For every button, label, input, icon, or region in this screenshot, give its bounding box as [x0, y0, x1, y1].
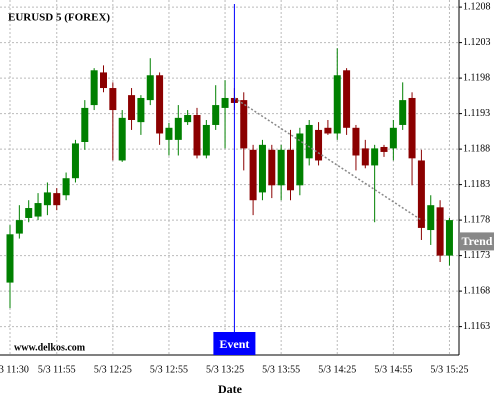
candle-body [137, 97, 145, 123]
candle-body [212, 105, 220, 125]
x-tick-label: 5/3 14:25 [318, 364, 356, 375]
event-label: Event [219, 337, 249, 351]
candle-body [352, 127, 360, 156]
candle-body [128, 95, 136, 120]
candle-body [399, 100, 407, 125]
candle-body [6, 234, 14, 283]
candle-body [417, 160, 425, 228]
x-tick-label: 5/3 15:25 [430, 364, 468, 375]
candle-body [258, 144, 266, 193]
candle-body [277, 149, 285, 186]
y-tick-label: 1.1198 [463, 72, 490, 83]
candle-body [109, 88, 117, 111]
candle-body [380, 146, 388, 152]
candle-body [156, 75, 164, 134]
y-tick-label: 1.1163 [463, 321, 490, 332]
candle-body [118, 117, 126, 161]
x-tick-label: 5/3 12:55 [150, 364, 188, 375]
candle-body [53, 193, 61, 206]
candle-body [305, 124, 313, 159]
watermark: www.delkos.com [14, 342, 86, 353]
candle-body [287, 149, 294, 191]
candle-body [71, 143, 79, 179]
candle-body [100, 72, 107, 89]
candle-body [427, 205, 435, 231]
y-tick-label: 1.1188 [463, 143, 490, 154]
candle-body [343, 70, 351, 128]
candle-body [371, 148, 379, 166]
y-tick-label: 1.1168 [463, 285, 490, 296]
x-axis-label: Date [218, 382, 243, 396]
candle-body [408, 97, 416, 159]
marks [6, 48, 453, 309]
candle-body [389, 127, 397, 149]
x-tick-label: 5/3 14:55 [374, 364, 412, 375]
trend-tag [460, 232, 494, 251]
y-tick-label: 1.1193 [463, 108, 490, 119]
candle-body [174, 117, 182, 140]
x-tick-label: 5/3 11:30 [0, 364, 29, 375]
y-tick-label: 1.1183 [463, 179, 490, 190]
candle-body [202, 124, 210, 156]
candle-body [240, 100, 248, 149]
candle-body [324, 127, 332, 134]
candle-body [193, 115, 201, 156]
candle-body [221, 97, 229, 108]
candle-body [90, 70, 98, 106]
y-tick-label: 1.1173 [463, 250, 490, 261]
candle-body [249, 149, 257, 201]
y-tick-label: 1.1178 [463, 214, 490, 225]
chart-title: EURUSD 5 (FOREX) [8, 12, 110, 24]
candle-body [436, 207, 444, 256]
candle-body [165, 127, 173, 140]
x-tick-label: 5/3 13:55 [262, 364, 300, 375]
candle-body [81, 107, 89, 142]
x-tick-label: 5/3 13:25 [206, 364, 244, 375]
candle-body [62, 178, 70, 196]
trend-label: Trend [462, 234, 493, 248]
candle-body [184, 115, 192, 123]
x-tick-label: 5/3 11:55 [38, 364, 76, 375]
candle-body [25, 208, 33, 218]
y-tick-label: 1.1208 [463, 1, 491, 12]
candle-body [43, 192, 51, 206]
y-tick-label: 1.1203 [463, 37, 491, 48]
candle-body [146, 75, 154, 101]
candle-body [315, 129, 323, 161]
candle-body [268, 149, 276, 186]
candle-body [333, 75, 341, 134]
candle-body [34, 203, 42, 217]
trend-line [233, 97, 422, 221]
grid [0, 0, 459, 355]
candle-body [296, 133, 304, 186]
x-tick-label: 5/3 12:25 [94, 364, 132, 375]
candle-body [445, 220, 453, 256]
candle-body [15, 220, 23, 234]
event-tag [213, 332, 256, 355]
candle-body [361, 148, 369, 166]
